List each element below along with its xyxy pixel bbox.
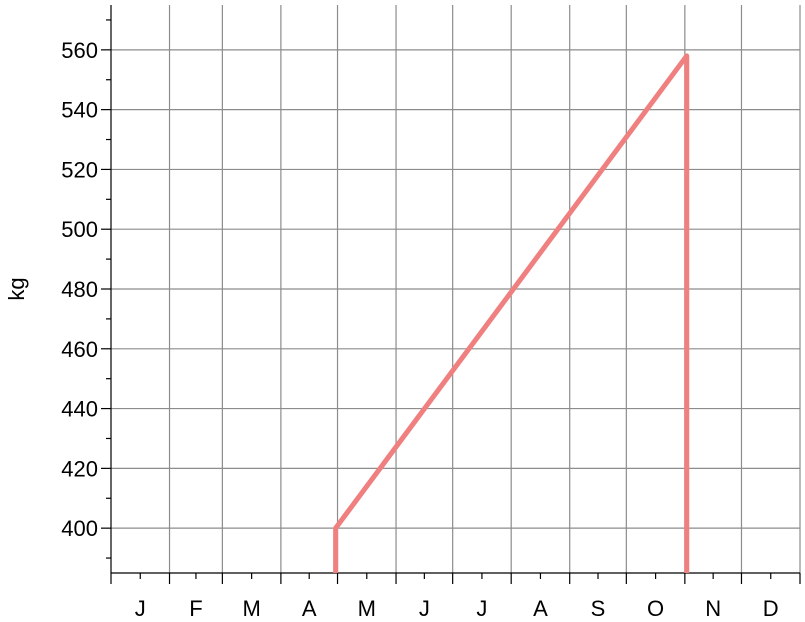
x-tick-label: M xyxy=(242,596,260,621)
y-tick-label: 460 xyxy=(61,337,98,362)
x-tick-label: D xyxy=(763,596,779,621)
x-tick-label: M xyxy=(358,596,376,621)
y-tick-label: 480 xyxy=(61,277,98,302)
y-axis-ticks: 400 420 440 460 480 500 520 540 560 xyxy=(61,19,111,559)
x-tick-label: N xyxy=(705,596,721,621)
x-tick-label: O xyxy=(647,596,664,621)
x-tick-label: A xyxy=(533,596,548,621)
series-line xyxy=(333,53,690,573)
y-tick-label: 520 xyxy=(61,157,98,182)
x-tick-label: F xyxy=(189,596,202,621)
x-tick-label: J xyxy=(135,596,146,621)
x-tick-label: A xyxy=(302,596,317,621)
series-group xyxy=(333,53,690,573)
y-tick-label: 440 xyxy=(61,397,98,422)
x-tick-label: S xyxy=(591,596,606,621)
x-tick-label: J xyxy=(419,596,430,621)
y-tick-label: 540 xyxy=(61,98,98,123)
y-axis-label: kg xyxy=(4,277,29,300)
y-tick-label: 400 xyxy=(61,516,98,541)
y-tick-label: 500 xyxy=(61,217,98,242)
grid xyxy=(111,5,801,573)
x-tick-label: J xyxy=(476,596,487,621)
y-tick-label: 560 xyxy=(61,38,98,63)
y-tick-label: 420 xyxy=(61,456,98,481)
